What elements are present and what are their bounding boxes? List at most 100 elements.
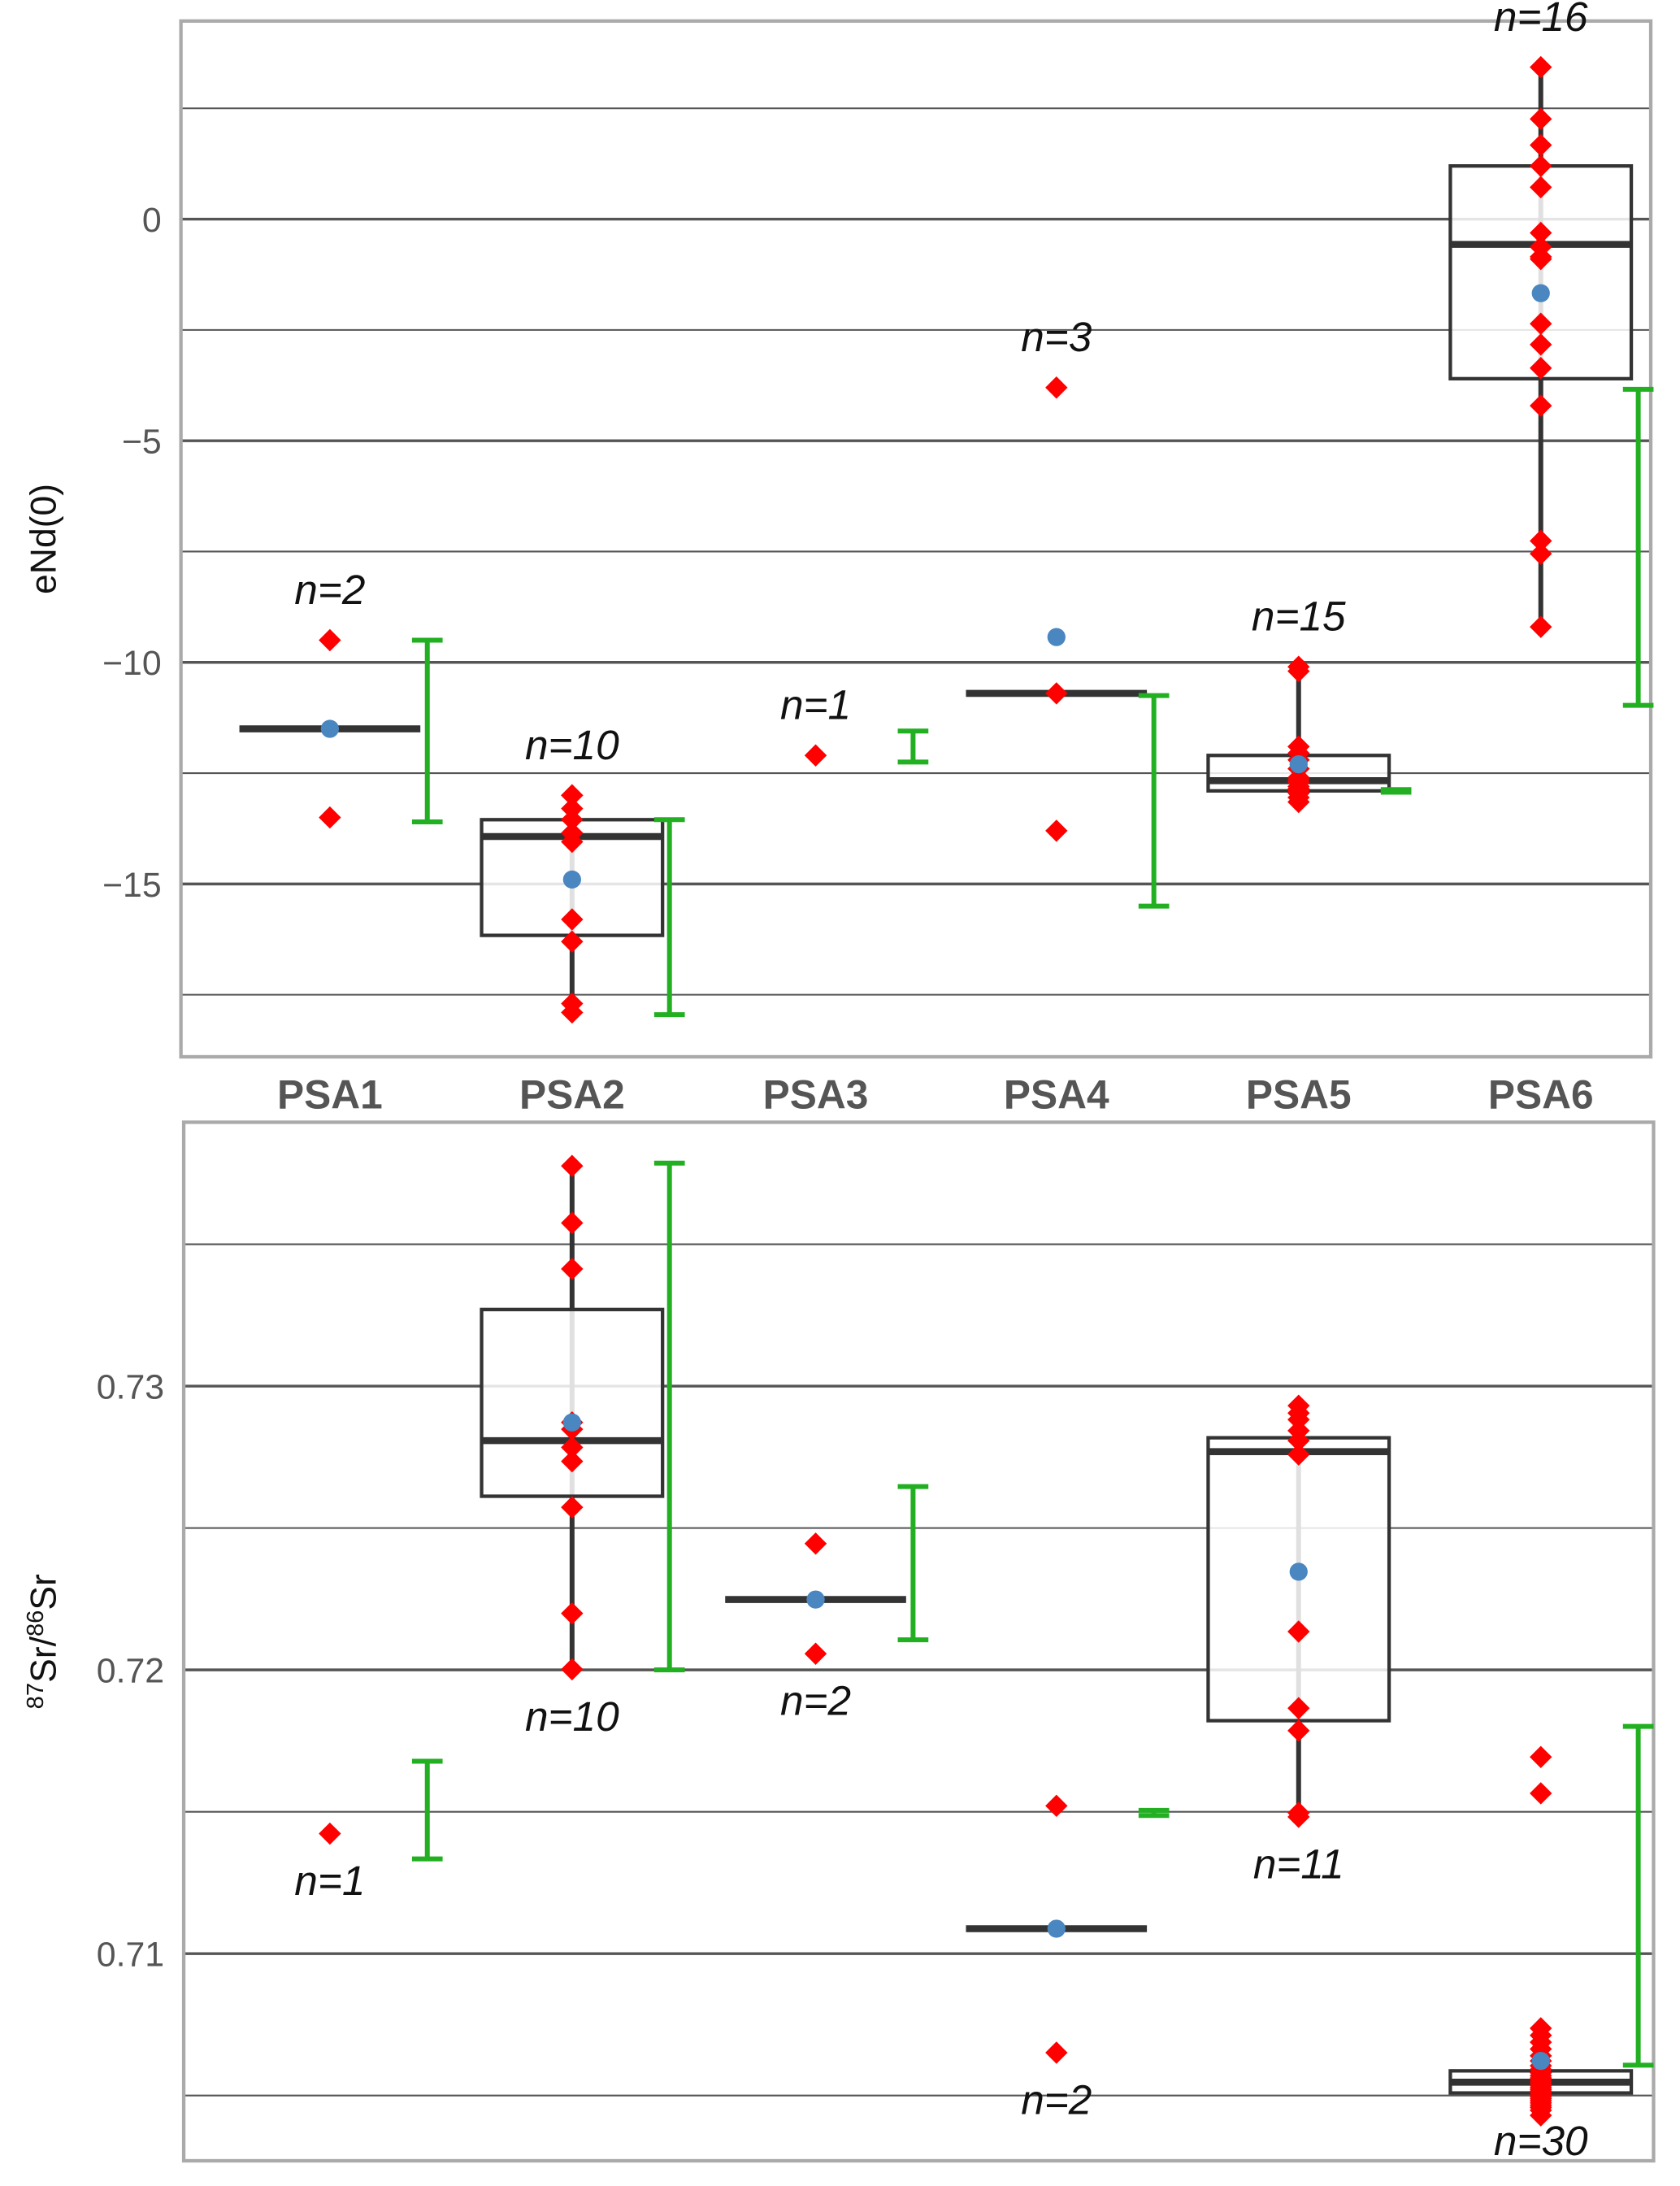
data-point bbox=[1287, 1620, 1310, 1643]
sample-count-label: n=1 bbox=[780, 681, 851, 728]
group-psa2: n=10 bbox=[480, 721, 685, 1024]
mean-marker bbox=[1531, 284, 1550, 302]
group-psa6: n=30 bbox=[1448, 1723, 1654, 2164]
mean-marker bbox=[1047, 1919, 1066, 1938]
y-tick-label: 0.73 bbox=[97, 1367, 164, 1406]
data-point bbox=[1530, 1745, 1552, 1768]
y-tick-label: 0.72 bbox=[97, 1652, 164, 1691]
data-point bbox=[1045, 2041, 1068, 2064]
y-tick-label: 0.71 bbox=[97, 1936, 164, 1975]
data-point bbox=[1045, 819, 1068, 842]
data-point bbox=[804, 1642, 827, 1665]
sample-count-label: n=10 bbox=[525, 721, 619, 768]
data-point bbox=[561, 1496, 584, 1519]
data-point bbox=[1530, 394, 1552, 417]
data-point bbox=[319, 1822, 341, 1845]
group-psa4: n=2 bbox=[966, 1794, 1170, 2123]
group-psa5: n=11 bbox=[1206, 1394, 1391, 1887]
data-point bbox=[1287, 790, 1310, 814]
data-point bbox=[561, 1154, 584, 1177]
data-point bbox=[1287, 1429, 1310, 1452]
group-psa5: n=15 bbox=[1206, 593, 1412, 814]
plot-frame bbox=[179, 19, 1653, 1059]
group-psa4: n=3 bbox=[966, 313, 1170, 909]
group-psa2: n=10 bbox=[480, 1154, 685, 1740]
y-tick-label: −15 bbox=[102, 866, 162, 905]
group-psa6: n=16 bbox=[1448, 0, 1654, 708]
data-point bbox=[561, 930, 584, 953]
mean-marker bbox=[320, 719, 339, 738]
data-point bbox=[561, 1258, 584, 1280]
sample-count-label: n=1 bbox=[294, 1857, 365, 1904]
data-point bbox=[804, 1532, 827, 1555]
mean-marker bbox=[1047, 628, 1066, 646]
data-point bbox=[1530, 176, 1552, 199]
data-point bbox=[561, 1436, 584, 1459]
data-point bbox=[804, 744, 827, 767]
data-point bbox=[1530, 357, 1552, 380]
mean-marker bbox=[562, 870, 581, 889]
data-point bbox=[319, 628, 341, 652]
data-point bbox=[319, 806, 341, 829]
y-tick-label: −5 bbox=[122, 423, 162, 462]
data-point bbox=[1530, 312, 1552, 335]
isotope-superscript: 87 bbox=[23, 1683, 49, 1709]
data-point bbox=[1287, 1719, 1310, 1742]
data-point bbox=[1287, 1806, 1310, 1828]
group-psa1: n=2 bbox=[239, 566, 443, 829]
sample-count-label: n=11 bbox=[1253, 1840, 1344, 1887]
data-point bbox=[1530, 529, 1552, 553]
y-tick-label: −10 bbox=[102, 644, 162, 683]
data-point bbox=[1530, 133, 1552, 157]
mean-marker bbox=[1289, 755, 1308, 774]
sample-count-label: n=15 bbox=[1252, 593, 1346, 640]
data-point bbox=[561, 1601, 584, 1625]
category-label: PSA6 bbox=[1488, 1071, 1594, 1117]
data-point bbox=[1287, 1697, 1310, 1719]
sample-count-label: n=10 bbox=[525, 1693, 619, 1740]
mean-marker bbox=[562, 1413, 581, 1432]
data-point bbox=[1530, 542, 1552, 565]
data-point bbox=[1530, 55, 1552, 79]
category-label: PSA2 bbox=[519, 1071, 625, 1117]
y-tick-label: 0 bbox=[142, 201, 162, 240]
data-point bbox=[561, 808, 584, 831]
element-label: Sr/ bbox=[24, 1636, 64, 1683]
data-point bbox=[1530, 1782, 1552, 1805]
data-point bbox=[1530, 107, 1552, 131]
group-psa3: n=1 bbox=[780, 681, 929, 767]
data-point bbox=[561, 1449, 584, 1473]
sample-count-label: n=3 bbox=[1021, 313, 1092, 360]
element-label: Sr bbox=[24, 1574, 64, 1610]
data-point bbox=[1530, 154, 1552, 177]
data-point bbox=[561, 1658, 584, 1681]
sample-count-label: n=2 bbox=[780, 1677, 851, 1724]
data-point bbox=[561, 784, 584, 807]
sr-panel: 0.73 0.72 0.71 87Sr/86Sr n=1 n=10 n=2 n=2 n=11 n=… bbox=[23, 1120, 1656, 2164]
category-label: PSA1 bbox=[277, 1071, 383, 1117]
data-point bbox=[1045, 682, 1068, 705]
data-point bbox=[1287, 659, 1310, 683]
data-point bbox=[1045, 376, 1068, 399]
plot-frame bbox=[181, 1120, 1656, 2163]
data-point bbox=[561, 1211, 584, 1235]
sample-count-label: n=2 bbox=[1021, 2075, 1092, 2123]
group-psa3: n=2 bbox=[725, 1484, 929, 1724]
category-label: PSA3 bbox=[763, 1071, 869, 1117]
mean-marker bbox=[1531, 2051, 1550, 2071]
group-psa1: n=1 bbox=[294, 1758, 443, 1904]
sample-count-label: n=2 bbox=[294, 566, 365, 613]
category-label: PSA5 bbox=[1246, 1071, 1352, 1117]
data-point bbox=[1045, 1794, 1068, 1818]
sample-count-label: n=16 bbox=[1494, 0, 1588, 40]
data-point bbox=[1530, 221, 1552, 245]
category-label: PSA4 bbox=[1004, 1071, 1109, 1117]
end-panel: 0 −5 −10 −15 eNd(0) PSA1 PSA2 PSA3 PSA4 PSA5 PSA6 n… bbox=[24, 0, 1654, 1117]
sample-count-label: n=30 bbox=[1494, 2117, 1588, 2164]
data-point bbox=[1530, 2104, 1552, 2127]
y-axis-label: 87Sr/86Sr bbox=[23, 1574, 63, 1709]
mean-marker bbox=[1289, 1562, 1308, 1581]
isotope-superscript: 86 bbox=[23, 1610, 49, 1636]
data-point bbox=[1530, 247, 1552, 271]
